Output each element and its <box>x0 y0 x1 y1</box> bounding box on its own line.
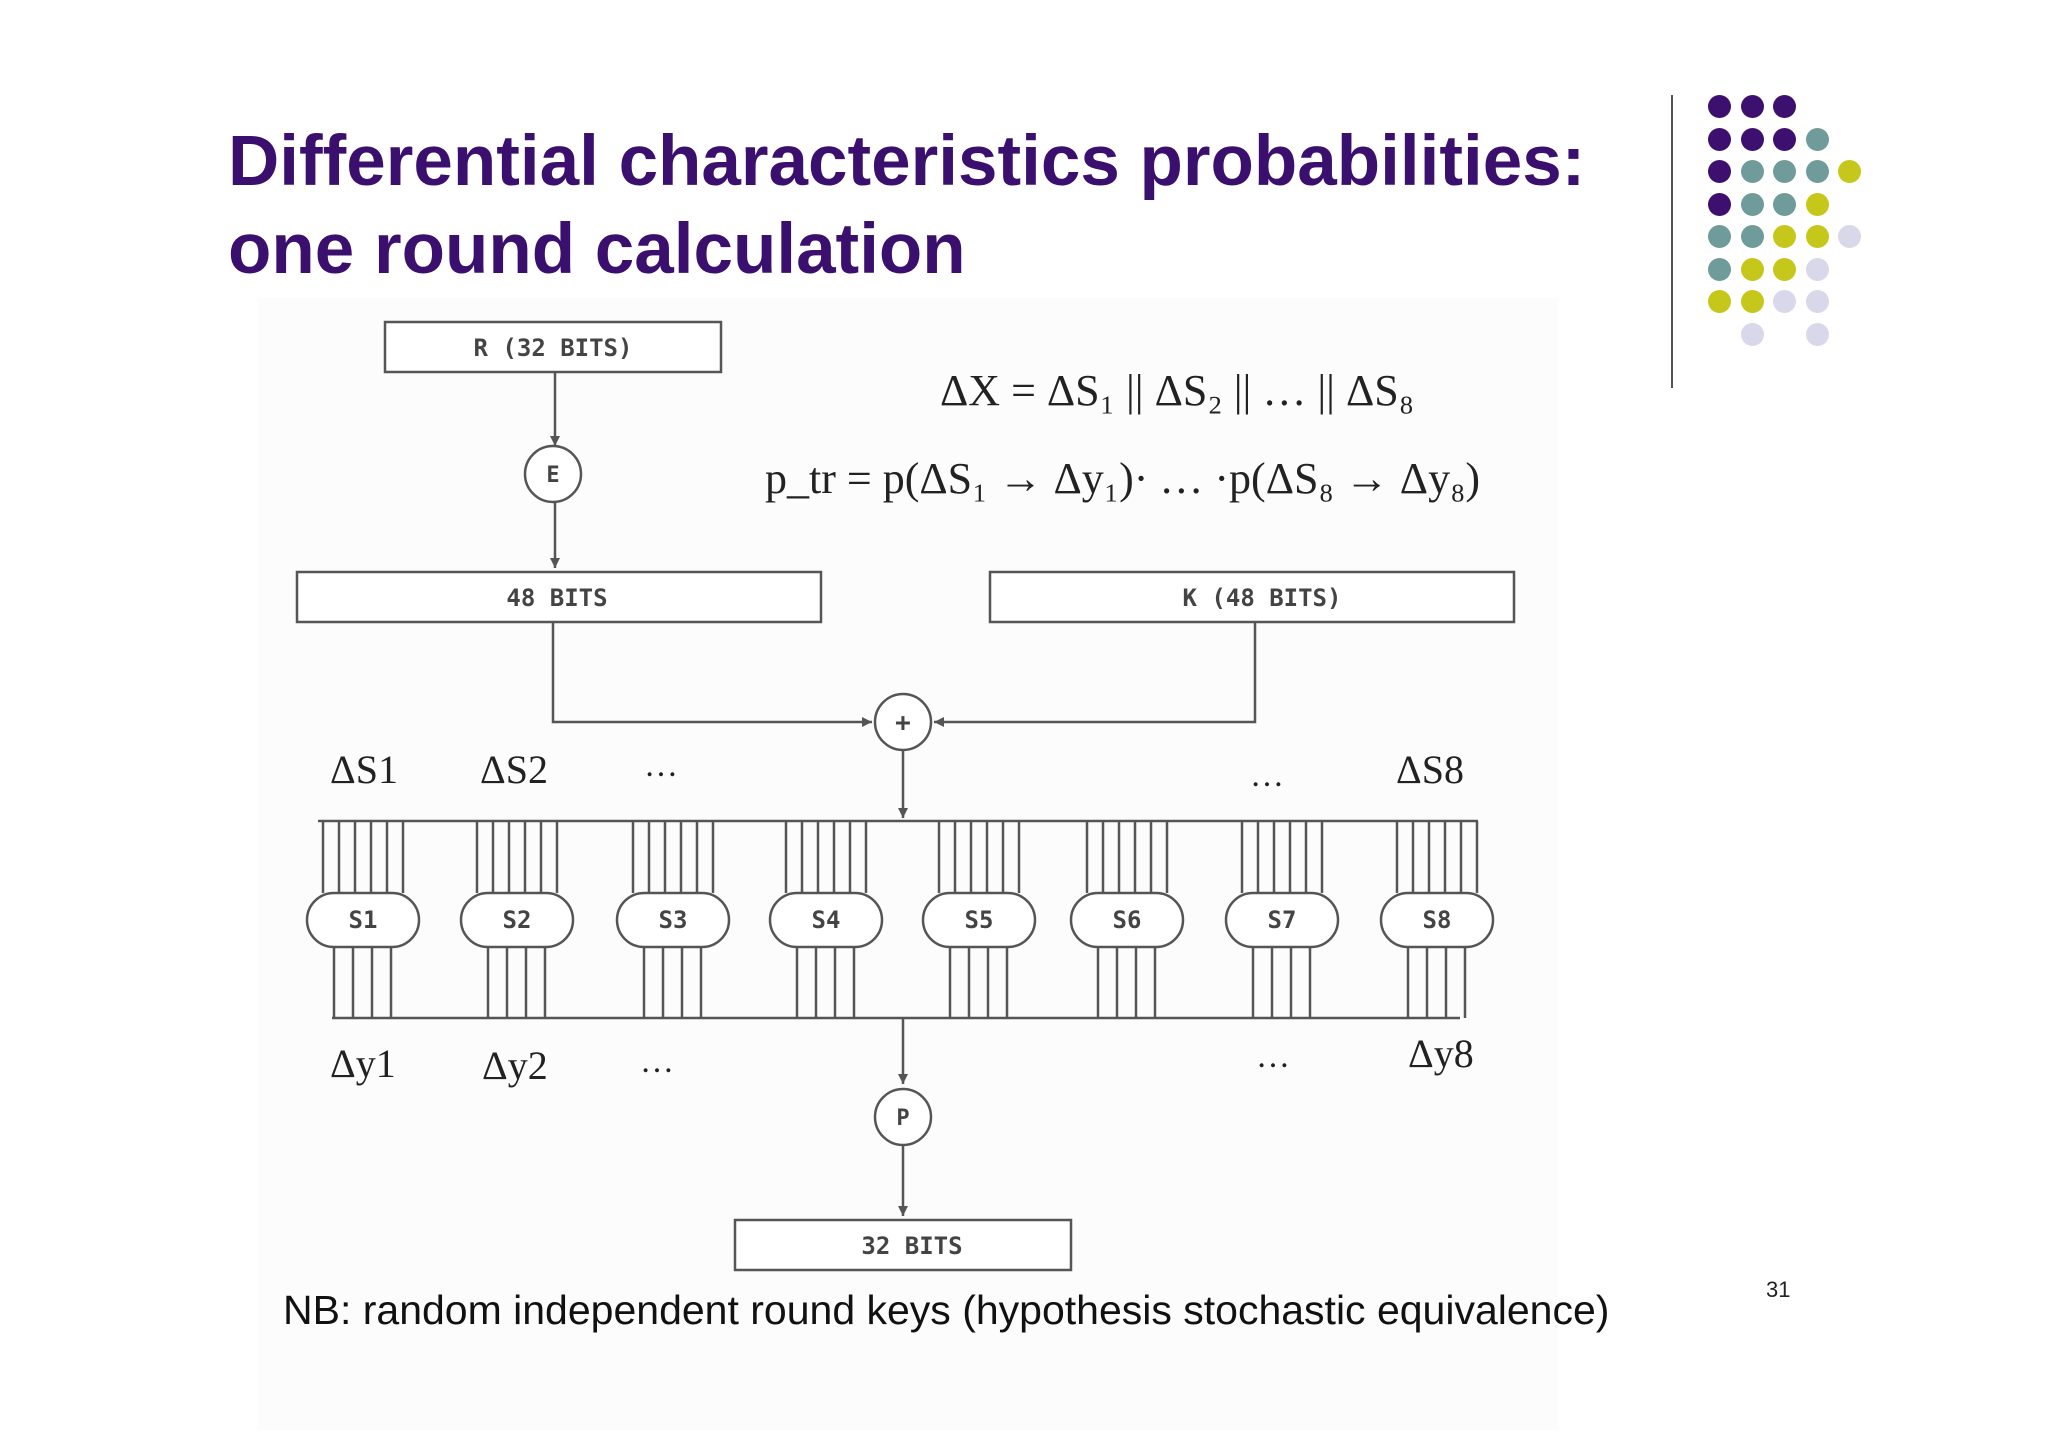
decorative-dot <box>1773 257 1796 281</box>
equation-p-tr: p_tr = p(ΔS₁ → Δy₁)· … ·p(ΔS₈ → Δy₈) <box>765 454 1480 503</box>
decorative-dot <box>1708 127 1731 151</box>
decorative-dot <box>1708 160 1731 183</box>
r-input-box <box>383 320 723 374</box>
decorative-dot <box>1708 257 1731 281</box>
decorative-dot <box>1740 192 1764 216</box>
decorative-dot <box>1805 225 1829 248</box>
expansion-e-node <box>523 444 583 504</box>
decorative-dot <box>1773 225 1796 248</box>
label-delta-s2: ΔS2 <box>480 747 548 792</box>
sbox-2: S2 <box>459 821 575 1018</box>
sbox-label: S6 <box>1113 906 1142 934</box>
sbox-label: S1 <box>349 906 378 934</box>
sbox-body <box>921 891 1037 949</box>
label-delta-y1: Δy1 <box>330 1041 396 1086</box>
decorative-dot <box>1740 257 1764 281</box>
decorative-dot <box>1740 225 1764 248</box>
decorative-dot <box>1740 127 1764 151</box>
label-delta-y8: Δy8 <box>1408 1031 1474 1076</box>
sbox-body <box>305 891 421 949</box>
arrow-key-to-xor <box>934 622 1257 727</box>
decorative-dot <box>1740 290 1764 313</box>
decorative-dot <box>1708 225 1731 248</box>
r-input-label: R (32 BITS) <box>474 334 633 362</box>
sbox-body <box>768 891 884 949</box>
sbox-8: S8 <box>1379 821 1495 1018</box>
decorative-dot <box>1740 322 1764 346</box>
sbox-body <box>459 891 575 949</box>
label-output-ellipsis-1: … <box>640 1043 674 1080</box>
sbox-5: S5 <box>921 821 1037 1018</box>
sbox-body <box>1069 891 1185 949</box>
xor-label: + <box>895 708 911 738</box>
sbox-label: S8 <box>1423 906 1452 934</box>
label-delta-s1: ΔS1 <box>330 747 398 792</box>
sbox-body <box>615 891 731 949</box>
equation-delta-x: ΔX = ΔS₁ || ΔS₂ || … || ΔS₈ <box>940 366 1414 415</box>
sbox-label: S7 <box>1268 906 1297 934</box>
decorative-dot <box>1740 160 1764 183</box>
decorative-dot <box>1740 95 1764 118</box>
decorative-dot <box>1805 322 1829 346</box>
decorative-dot <box>1805 290 1829 313</box>
permutation-p-label: P <box>896 1106 909 1131</box>
sbox-7: S7 <box>1224 821 1340 1018</box>
decorative-dot <box>1805 192 1829 216</box>
title-line-2: one round calculation <box>228 210 966 289</box>
label-delta-s8: ΔS8 <box>1396 747 1464 792</box>
sbox-body <box>1379 891 1495 949</box>
page-number: 31 <box>1766 1277 1791 1302</box>
decorative-dot <box>1838 160 1861 183</box>
title-line-1: Differential characteristics probabiliti… <box>228 122 1586 201</box>
decorative-dot <box>1805 127 1829 151</box>
label-input-ellipsis-2: … <box>1250 757 1284 794</box>
decorative-dot <box>1773 160 1796 183</box>
sbox-3: S3 <box>615 821 731 1018</box>
decorative-dot <box>1773 95 1796 118</box>
sbox-body <box>1224 891 1340 949</box>
decorative-dot <box>1805 257 1829 281</box>
decorative-dot <box>1838 225 1861 248</box>
decorative-dot <box>1708 95 1731 118</box>
sbox-label: S2 <box>503 906 532 934</box>
sbox-1: S1 <box>305 821 421 1018</box>
arrow-48bits-to-xor <box>551 622 872 727</box>
sbox-4: S4 <box>768 821 884 1018</box>
sbox-6: S6 <box>1069 821 1185 1018</box>
decorative-dot <box>1773 127 1796 151</box>
label-delta-y2: Δy2 <box>482 1043 548 1088</box>
decorative-dot <box>1708 192 1731 216</box>
sbox-label: S3 <box>659 906 688 934</box>
decorative-dot <box>1773 192 1796 216</box>
sbox-label: S5 <box>965 906 994 934</box>
expansion-e-label: E <box>546 463 559 488</box>
decorative-dot <box>1773 290 1796 313</box>
sbox-row: S1 S2 S3 S4 S5 S6 S7 S8 <box>305 821 1495 1018</box>
key-48bit-box <box>988 570 1516 624</box>
slide-title: Differential characteristics probabiliti… <box>228 118 1648 294</box>
footnote: NB: random independent round keys (hypot… <box>283 1287 1610 1333</box>
decorative-dot <box>1805 160 1829 183</box>
label-output-ellipsis-2: … <box>1256 1038 1290 1075</box>
output-32bit-label: 32 BITS <box>861 1232 962 1260</box>
title-divider <box>1671 95 1673 388</box>
decorative-dot <box>1708 290 1731 313</box>
key-48bit-label: K (48 BITS) <box>1183 584 1342 612</box>
sbox-label: S4 <box>812 906 841 934</box>
output-32bit-box <box>733 1218 1073 1272</box>
expanded-48bit-label: 48 BITS <box>506 584 607 612</box>
label-input-ellipsis-1: … <box>644 747 678 784</box>
expanded-48bit-box <box>295 570 823 624</box>
